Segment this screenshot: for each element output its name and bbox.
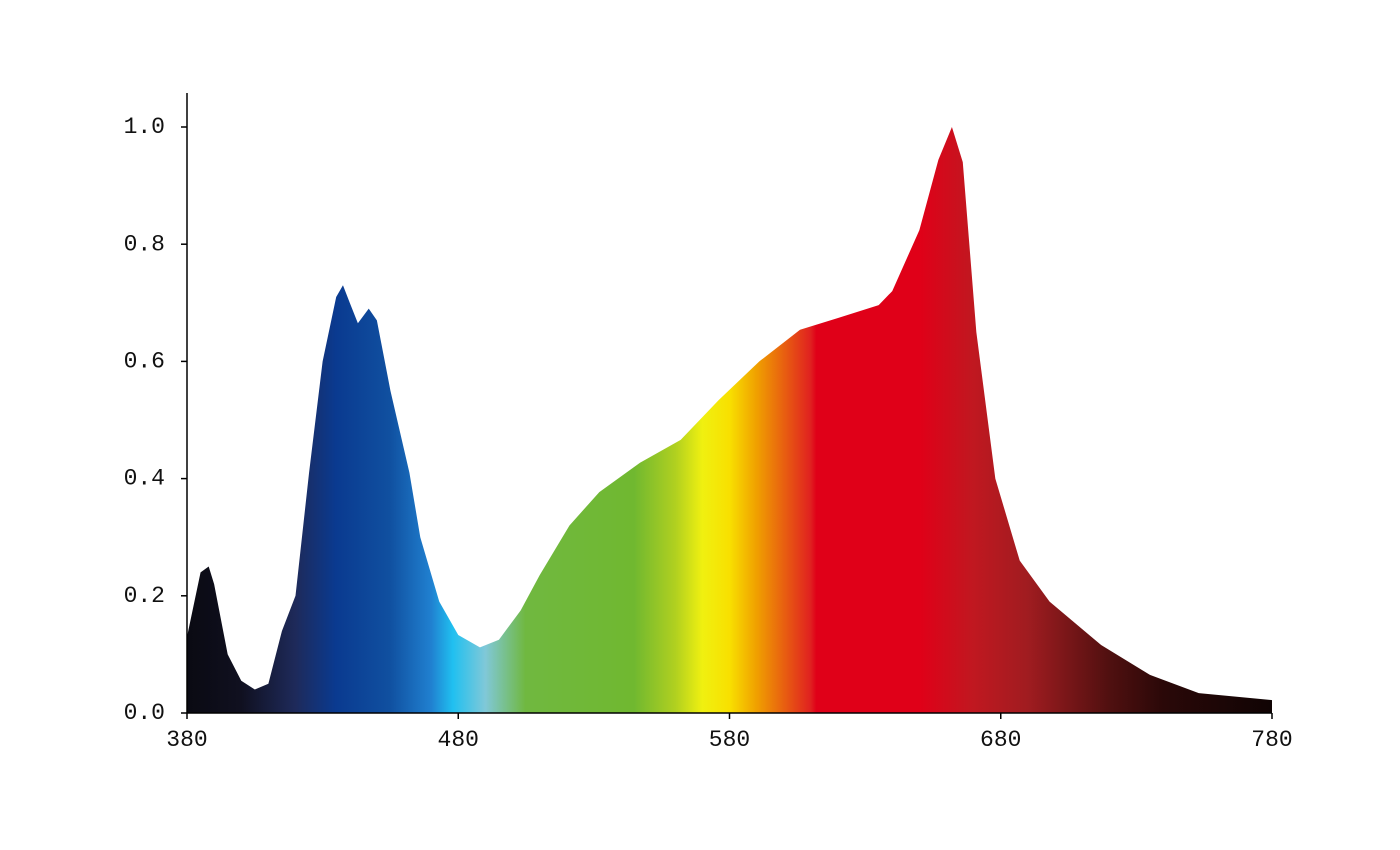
y-tick-label: 0.0 xyxy=(124,700,165,726)
x-tick-label: 680 xyxy=(980,727,1021,753)
y-tick-label: 0.4 xyxy=(124,466,165,492)
y-tick-label: 0.8 xyxy=(124,231,165,257)
y-tick-label: 0.6 xyxy=(124,348,165,374)
spectrum-area xyxy=(187,127,1272,713)
y-tick-label: 0.2 xyxy=(124,583,165,609)
x-tick-label: 380 xyxy=(166,727,207,753)
y-tick-label: 1.0 xyxy=(124,114,165,140)
x-tick-label: 580 xyxy=(709,727,750,753)
x-tick-label: 780 xyxy=(1251,727,1292,753)
x-tick-label: 480 xyxy=(438,727,479,753)
plot-area xyxy=(187,127,1272,713)
